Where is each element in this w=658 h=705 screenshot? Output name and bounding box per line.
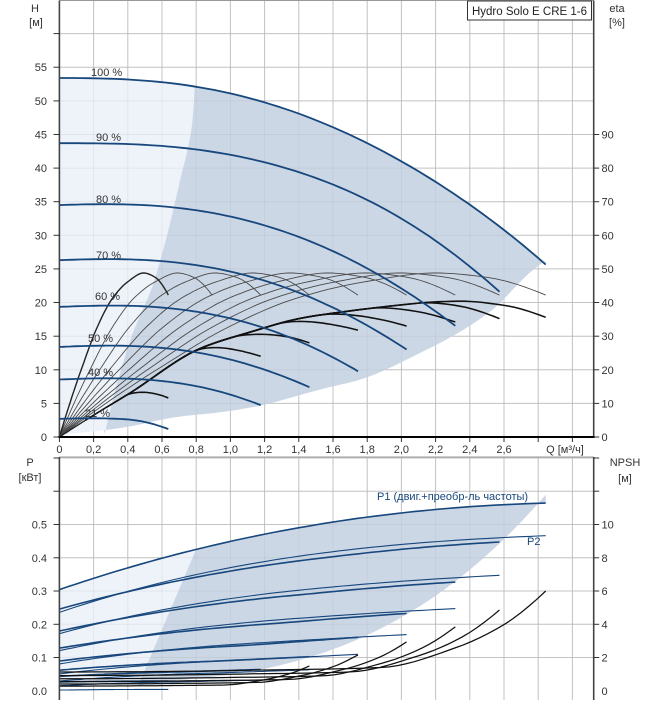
svg-text:P1 (двиг.+преобр-ль частоты): P1 (двиг.+преобр-ль частоты)	[377, 491, 528, 503]
svg-text:30: 30	[35, 230, 47, 242]
svg-text:60 %: 60 %	[95, 291, 120, 303]
svg-text:50: 50	[602, 264, 614, 276]
svg-text:2,6: 2,6	[496, 444, 511, 456]
svg-text:25: 25	[35, 264, 47, 276]
svg-text:0,2: 0,2	[86, 444, 101, 456]
svg-text:8: 8	[602, 553, 608, 565]
svg-text:30: 30	[602, 331, 614, 343]
svg-text:2: 2	[602, 653, 608, 665]
svg-text:0: 0	[56, 444, 62, 456]
svg-text:90 %: 90 %	[96, 132, 121, 144]
svg-text:15: 15	[35, 331, 47, 343]
svg-text:H: H	[31, 3, 39, 15]
svg-text:70: 70	[602, 197, 614, 209]
svg-text:5: 5	[41, 398, 47, 410]
svg-text:10: 10	[35, 365, 47, 377]
svg-text:35: 35	[35, 197, 47, 209]
svg-text:P2: P2	[527, 536, 540, 548]
svg-text:2,0: 2,0	[394, 444, 409, 456]
svg-text:10: 10	[602, 398, 614, 410]
svg-text:Q [м³/ч]: Q [м³/ч]	[546, 444, 584, 456]
svg-text:0.1: 0.1	[32, 653, 47, 665]
svg-text:55: 55	[35, 62, 47, 74]
svg-text:[кВт]: [кВт]	[19, 472, 42, 484]
svg-text:Hydro Solo E CRE 1-6: Hydro Solo E CRE 1-6	[472, 6, 587, 18]
svg-text:0,8: 0,8	[189, 444, 204, 456]
svg-text:70 %: 70 %	[96, 250, 121, 262]
svg-text:0.2: 0.2	[32, 619, 47, 631]
svg-text:4: 4	[602, 619, 608, 631]
svg-text:0.3: 0.3	[32, 586, 47, 598]
svg-text:[м]: [м]	[29, 17, 43, 29]
svg-text:20: 20	[35, 298, 47, 310]
svg-text:0,4: 0,4	[120, 444, 135, 456]
svg-text:1,8: 1,8	[360, 444, 375, 456]
svg-text:50 %: 50 %	[88, 333, 113, 345]
svg-text:21 %: 21 %	[85, 408, 110, 420]
svg-text:0: 0	[602, 432, 608, 444]
svg-text:0.0: 0.0	[32, 686, 47, 698]
svg-text:0.4: 0.4	[32, 553, 47, 565]
svg-text:60: 60	[602, 230, 614, 242]
svg-text:0.5: 0.5	[32, 520, 47, 532]
svg-text:45: 45	[35, 129, 47, 141]
svg-text:1,2: 1,2	[257, 444, 272, 456]
svg-text:[%]: [%]	[609, 17, 625, 29]
svg-text:1,6: 1,6	[325, 444, 340, 456]
svg-text:1,4: 1,4	[291, 444, 306, 456]
svg-text:80 %: 80 %	[96, 194, 121, 206]
svg-text:0,6: 0,6	[154, 444, 169, 456]
svg-text:[м]: [м]	[618, 473, 632, 485]
svg-text:40: 40	[35, 163, 47, 175]
svg-text:0: 0	[41, 432, 47, 444]
svg-text:2,4: 2,4	[462, 444, 477, 456]
svg-text:40 %: 40 %	[88, 367, 113, 379]
svg-text:1,0: 1,0	[223, 444, 238, 456]
svg-text:100 %: 100 %	[91, 67, 122, 79]
svg-text:50: 50	[35, 96, 47, 108]
svg-text:40: 40	[602, 298, 614, 310]
svg-text:eta: eta	[609, 3, 625, 15]
svg-text:10: 10	[602, 520, 614, 532]
svg-text:90: 90	[602, 129, 614, 141]
svg-text:NPSH: NPSH	[610, 457, 641, 469]
svg-text:P: P	[26, 457, 33, 469]
svg-text:6: 6	[602, 586, 608, 598]
svg-text:20: 20	[602, 365, 614, 377]
svg-text:2,2: 2,2	[428, 444, 443, 456]
svg-text:0: 0	[602, 686, 608, 698]
svg-text:80: 80	[602, 163, 614, 175]
